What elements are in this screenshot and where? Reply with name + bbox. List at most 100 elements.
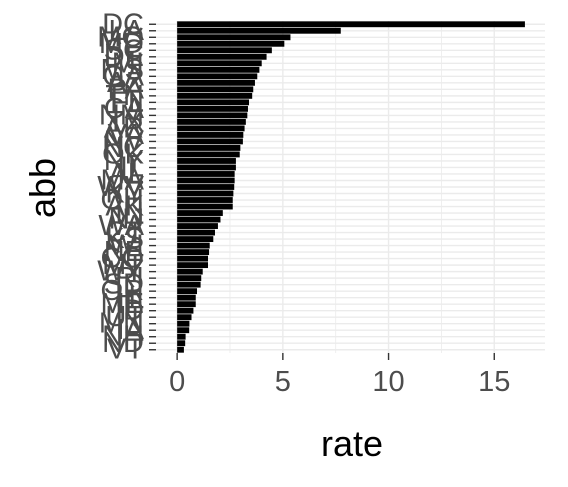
y-tick-label-ca: CA bbox=[104, 93, 145, 125]
y-axis-tick-labels: DCLAMOMDSCDEMIMSGAAZPATNFLCANMTXARVANVNC… bbox=[97, 8, 144, 365]
y-tick-label-hi: HI bbox=[115, 282, 144, 314]
bar-oh bbox=[177, 197, 233, 203]
bar-ks bbox=[177, 236, 214, 243]
y-tick-label-va: VA bbox=[107, 119, 144, 151]
bar-ok bbox=[177, 151, 240, 158]
y-tick-label-nv: NV bbox=[104, 125, 145, 157]
bar-az bbox=[177, 79, 255, 86]
y-tick-label-mo: MO bbox=[97, 21, 144, 53]
bar-in bbox=[177, 210, 223, 216]
y-tick-label-la: LA bbox=[109, 15, 145, 47]
bar-nm bbox=[177, 112, 248, 119]
x-axis-title: rate bbox=[321, 423, 383, 464]
y-tick-label-ma: MA bbox=[101, 164, 145, 196]
bar-co bbox=[177, 255, 209, 262]
bar-or bbox=[177, 288, 198, 295]
bar-ny bbox=[177, 158, 236, 164]
y-tick-label-sd: SD bbox=[104, 269, 144, 301]
bar-al bbox=[177, 171, 235, 177]
y-tick-label-ia: IA bbox=[117, 314, 145, 346]
bar-ky bbox=[177, 190, 234, 197]
y-tick-label-fl: FL bbox=[110, 86, 144, 118]
bar-wv bbox=[177, 184, 235, 190]
bar-ma bbox=[177, 177, 235, 184]
bar-pa bbox=[177, 86, 254, 93]
bar-ak bbox=[177, 203, 233, 210]
x-axis-tick-labels: 0 5 10 15 bbox=[169, 366, 510, 398]
y-tick-label-me: ME bbox=[101, 288, 145, 320]
bar-me bbox=[177, 301, 196, 308]
bar-sc bbox=[177, 47, 272, 54]
bar-mn bbox=[177, 320, 190, 327]
y-tick-label-ri: RI bbox=[115, 262, 144, 294]
bar-tx bbox=[177, 118, 246, 125]
y-tick-label-nh: NH bbox=[102, 321, 144, 353]
bar-nc bbox=[177, 145, 241, 151]
bar-md bbox=[177, 40, 285, 47]
y-tick-label-al: AL bbox=[109, 158, 144, 190]
bar-fl bbox=[177, 99, 250, 106]
y-tick-label-in: IN bbox=[115, 197, 144, 229]
bar-ne bbox=[177, 249, 210, 256]
bar-id bbox=[177, 307, 194, 314]
y-tick-label-pa: PA bbox=[107, 73, 144, 105]
y-tick-label-nm: NM bbox=[99, 99, 144, 131]
y-tick-label-mi: MI bbox=[112, 47, 144, 79]
y-tick-label-ak: AK bbox=[105, 191, 144, 223]
y-tick-label-mn: MN bbox=[99, 308, 144, 340]
y-axis-ticks bbox=[149, 23, 156, 351]
bar-il bbox=[177, 164, 236, 171]
y-tick-label-ar: AR bbox=[104, 112, 144, 144]
bar-nj bbox=[177, 216, 221, 223]
bar-ut bbox=[177, 314, 192, 321]
x-tick-label-5: 5 bbox=[275, 366, 291, 398]
y-tick-label-nj: NJ bbox=[109, 204, 144, 236]
bar-sd bbox=[177, 281, 201, 288]
y-tick-label-wi: WI bbox=[109, 230, 144, 262]
bar-va bbox=[177, 131, 244, 138]
bar-hi bbox=[177, 294, 196, 301]
y-tick-label-nd: ND bbox=[102, 327, 144, 359]
y-tick-label-oh: OH bbox=[101, 184, 145, 216]
y-tick-label-mt: MT bbox=[102, 249, 144, 281]
bar-ar bbox=[177, 125, 245, 132]
bar-wa bbox=[177, 223, 218, 229]
bar-nh bbox=[177, 333, 186, 340]
bar-la bbox=[177, 27, 341, 34]
bar-ga bbox=[177, 73, 258, 80]
bar-mt bbox=[177, 262, 209, 269]
y-tick-label-ok: OK bbox=[102, 138, 145, 170]
bar-de bbox=[177, 53, 267, 60]
y-tick-label-ct: CT bbox=[105, 217, 144, 249]
y-tick-label-tn: TN bbox=[105, 80, 144, 112]
bar-ct bbox=[177, 229, 215, 236]
bar-mo bbox=[177, 34, 291, 41]
y-axis-title: abb bbox=[22, 158, 63, 218]
bar-nv bbox=[177, 138, 243, 145]
x-axis-ticks bbox=[176, 353, 495, 360]
y-tick-label-md: MD bbox=[99, 28, 144, 60]
bar-wy bbox=[177, 268, 203, 275]
bar-ia bbox=[177, 327, 190, 334]
y-tick-label-wy: WY bbox=[97, 256, 144, 288]
y-tick-label-or: OR bbox=[101, 275, 145, 307]
y-tick-label-ks: KS bbox=[105, 223, 144, 255]
bars bbox=[177, 21, 525, 353]
y-tick-label-de: DE bbox=[104, 41, 144, 73]
y-tick-label-id: ID bbox=[115, 295, 144, 327]
x-tick-label-10: 10 bbox=[372, 366, 404, 398]
bar-tn bbox=[177, 92, 253, 99]
y-tick-label-il: IL bbox=[120, 151, 144, 183]
y-tick-label-ny: NY bbox=[104, 145, 144, 177]
x-tick-label-0: 0 bbox=[169, 366, 185, 398]
y-tick-label-co: CO bbox=[101, 243, 145, 275]
y-tick-label-ga: GA bbox=[102, 60, 145, 92]
bar-vt bbox=[177, 346, 184, 353]
bar-ms bbox=[177, 66, 260, 73]
bar-ca bbox=[177, 105, 248, 112]
bar-ri bbox=[177, 275, 202, 282]
y-tick-label-sc: SC bbox=[104, 34, 144, 66]
y-tick-label-wa: WA bbox=[98, 210, 144, 242]
bar-wi bbox=[177, 242, 210, 249]
y-tick-label-ne: NE bbox=[104, 236, 144, 268]
